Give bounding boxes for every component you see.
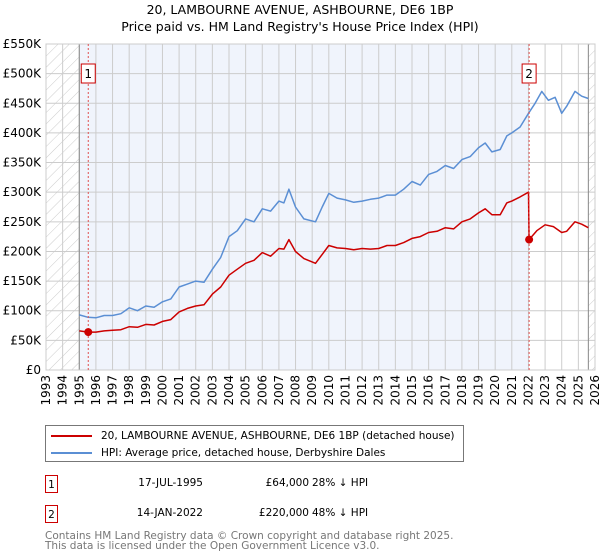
y-tick-label: £450K bbox=[3, 96, 43, 110]
chart-title: 20, LAMBOURNE AVENUE, ASHBOURNE, DE6 1BP… bbox=[0, 1, 600, 35]
price-chart: 1993 1994 1995 1996 1997 1998 1999 2000 2001 2002… bbox=[3, 37, 600, 406]
x-tick-label: 2022 bbox=[521, 375, 535, 406]
transaction-price: £220,000 bbox=[258, 507, 309, 519]
x-tick-label: 2023 bbox=[538, 375, 552, 406]
x-tick-label: 2001 bbox=[172, 375, 186, 406]
y-tick-label: £550K bbox=[3, 37, 43, 51]
sale-point bbox=[84, 328, 93, 337]
property-series-line bbox=[79, 191, 589, 333]
x-tick-label: 2013 bbox=[372, 375, 386, 406]
sale-label-box bbox=[521, 63, 537, 84]
x-tick-label: 2019 bbox=[472, 375, 486, 406]
x-tick-label: 2010 bbox=[322, 375, 336, 406]
transaction-marker: 1 bbox=[45, 475, 58, 493]
x-tick-label: 2009 bbox=[305, 375, 319, 406]
y-tick-label: £400K bbox=[3, 126, 43, 140]
title-line-2: Price paid vs. HM Land Registry's House … bbox=[121, 19, 479, 34]
x-tick-label: 2000 bbox=[155, 375, 169, 406]
x-tick-label: 1996 bbox=[89, 375, 103, 406]
sale-label: 2 bbox=[525, 67, 533, 81]
transaction-marker: 2 bbox=[45, 505, 58, 523]
sale-label: 1 bbox=[84, 67, 92, 81]
plot-frame bbox=[45, 43, 596, 371]
x-tick-label: 2011 bbox=[338, 375, 352, 406]
legend-item-property: 20, LAMBOURNE AVENUE, ASHBOURNE, DE6 1BP… bbox=[51, 429, 455, 443]
x-tick-label: 1994 bbox=[56, 375, 70, 406]
x-tick-label: 2016 bbox=[422, 375, 436, 406]
transaction-price: £64,000 bbox=[265, 477, 309, 489]
footer: Contains HM Land Registry data © Crown c… bbox=[45, 530, 454, 552]
x-tick-label: 2020 bbox=[488, 375, 502, 406]
x-tick-label: 1993 bbox=[39, 375, 53, 406]
x-tick-label: 2006 bbox=[255, 375, 269, 406]
x-tick-label: 2003 bbox=[205, 375, 219, 406]
transaction-hpi-diff: 48% ↓ HPI bbox=[312, 507, 369, 519]
x-tick-label: 2017 bbox=[438, 375, 452, 406]
legend-swatch-property bbox=[51, 435, 92, 437]
legend-label-hpi: HPI: Average price, detached house, Derb… bbox=[101, 447, 386, 459]
legend-label-property: 20, LAMBOURNE AVENUE, ASHBOURNE, DE6 1BP… bbox=[101, 430, 455, 442]
no-data-hatch-right bbox=[588, 44, 595, 370]
ownership-shade bbox=[79, 44, 530, 370]
x-tick-label: 2024 bbox=[555, 375, 569, 406]
title-line-1: 20, LAMBOURNE AVENUE, ASHBOURNE, DE6 1BP bbox=[146, 2, 454, 17]
legend-item-hpi: HPI: Average price, detached house, Derb… bbox=[51, 446, 385, 460]
transaction-date: 17-JUL-1995 bbox=[138, 477, 203, 489]
y-tick-label: £100K bbox=[3, 304, 43, 318]
y-tick-label: £200K bbox=[3, 244, 43, 258]
transaction-hpi-diff: 28% ↓ HPI bbox=[312, 477, 369, 489]
x-tick-label: 2005 bbox=[239, 375, 253, 406]
transaction-row: 2 14-JAN-2022 £220,000 48% ↓ HPI bbox=[45, 505, 445, 525]
x-tick-label: 2015 bbox=[405, 375, 419, 406]
y-tick-label: £150K bbox=[3, 274, 43, 288]
x-tick-label: 2014 bbox=[388, 375, 402, 406]
transaction-row: 1 17-JUL-1995 £64,000 28% ↓ HPI bbox=[45, 475, 445, 495]
x-tick-label: 2021 bbox=[505, 375, 519, 406]
x-tick-label: 2018 bbox=[455, 375, 469, 406]
sale-point bbox=[525, 235, 534, 244]
legend-swatch-hpi bbox=[51, 452, 92, 454]
y-tick-label: £350K bbox=[3, 156, 43, 170]
footer-line-1: Contains HM Land Registry data © Crown c… bbox=[45, 530, 454, 542]
y-tick-label: £500K bbox=[3, 67, 43, 81]
y-tick-label: £250K bbox=[3, 215, 43, 229]
x-tick-label: 1997 bbox=[106, 375, 120, 406]
x-tick-label: 1998 bbox=[122, 375, 136, 406]
x-tick-label: 2012 bbox=[355, 375, 369, 406]
x-tick-label: 2025 bbox=[571, 375, 585, 406]
transaction-date: 14-JAN-2022 bbox=[136, 507, 203, 519]
y-tick-label: £0 bbox=[26, 363, 41, 377]
y-tick-label: £50K bbox=[10, 333, 42, 347]
x-tick-label: 2026 bbox=[588, 375, 600, 406]
sale-label-box bbox=[80, 63, 96, 84]
x-tick-label: 2008 bbox=[289, 375, 303, 406]
x-tick-label: 2004 bbox=[222, 375, 236, 406]
x-tick-label: 2007 bbox=[272, 375, 286, 406]
footer-line-2: This data is licensed under the Open Gov… bbox=[45, 540, 380, 552]
chart-legend: 20, LAMBOURNE AVENUE, ASHBOURNE, DE6 1BP… bbox=[45, 425, 464, 462]
y-tick-label: £300K bbox=[3, 185, 43, 199]
x-tick-label: 1999 bbox=[139, 375, 153, 406]
x-tick-label: 2002 bbox=[189, 375, 203, 406]
hpi-series-line bbox=[79, 90, 589, 319]
x-tick-label: 1995 bbox=[72, 375, 86, 406]
